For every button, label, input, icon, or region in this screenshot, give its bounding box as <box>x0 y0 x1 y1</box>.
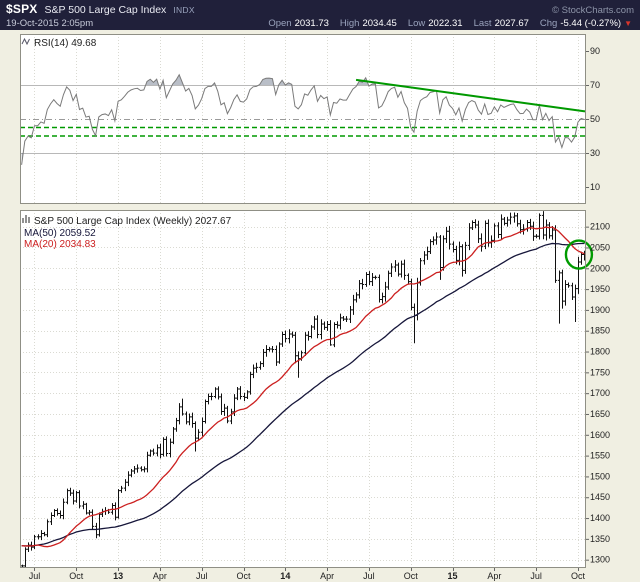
chart-canvas <box>0 30 640 582</box>
header-quote-row: 19-Oct-2015 2:05pm Open 2031.73 High 203… <box>6 17 634 30</box>
exchange-label: INDX <box>173 5 195 15</box>
quote-high: High 2034.45 <box>339 18 397 29</box>
ticker-symbol: $SPX <box>6 2 38 16</box>
stockcharts-copyright: © StockCharts.com <box>552 5 634 16</box>
quote-open: Open 2031.73 <box>268 18 329 29</box>
quote-datetime: 19-Oct-2015 2:05pm <box>6 18 94 29</box>
down-arrow-icon: ▼ <box>624 19 632 28</box>
quote-values: Open 2031.73 High 2034.45 Low 2022.31 La… <box>268 17 632 30</box>
quote-last: Last 2027.67 <box>473 18 529 29</box>
index-name: S&P 500 Large Cap Index <box>44 4 167 16</box>
quote-low: Low 2022.31 <box>407 18 463 29</box>
quote-change: Chg -5.44 (-0.27%) ▼ <box>539 18 632 29</box>
chart-header: $SPX S&P 500 Large Cap Index INDX © Stoc… <box>0 0 640 30</box>
header-title-row: $SPX S&P 500 Large Cap Index INDX © Stoc… <box>6 2 634 16</box>
